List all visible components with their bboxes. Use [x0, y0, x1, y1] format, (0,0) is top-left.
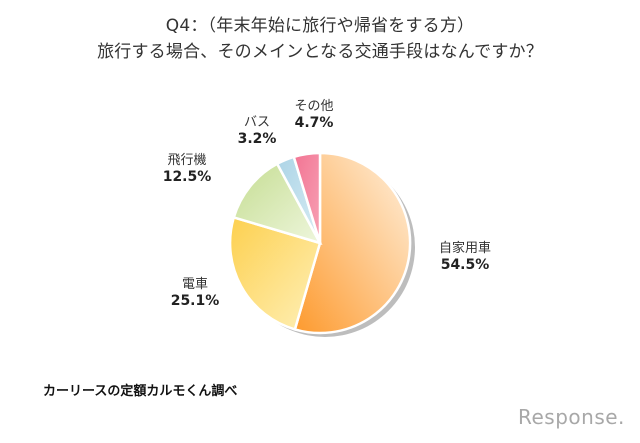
source-note: カーリースの定額カルモくん調べ [43, 384, 238, 399]
label-car: 自家用車 54.5% [438, 241, 491, 273]
chart-title-line1: Q4：（年末年始に旅行や帰省をする方） [165, 16, 475, 36]
label-bus: バス 3.2% [237, 115, 277, 147]
slice-train [228, 215, 322, 331]
chart-title-line2: 旅行する場合、そのメインとなる交通手段はなんですか？ [97, 42, 543, 62]
slice-plane [232, 162, 323, 246]
slice-car [293, 151, 412, 335]
slice-other [292, 151, 322, 244]
label-train: 電車 25.1% [170, 277, 220, 309]
label-plane: 飛行機 12.5% [162, 153, 212, 185]
label-other: その他 4.7% [294, 99, 334, 131]
response-logo: Response. [518, 405, 625, 429]
